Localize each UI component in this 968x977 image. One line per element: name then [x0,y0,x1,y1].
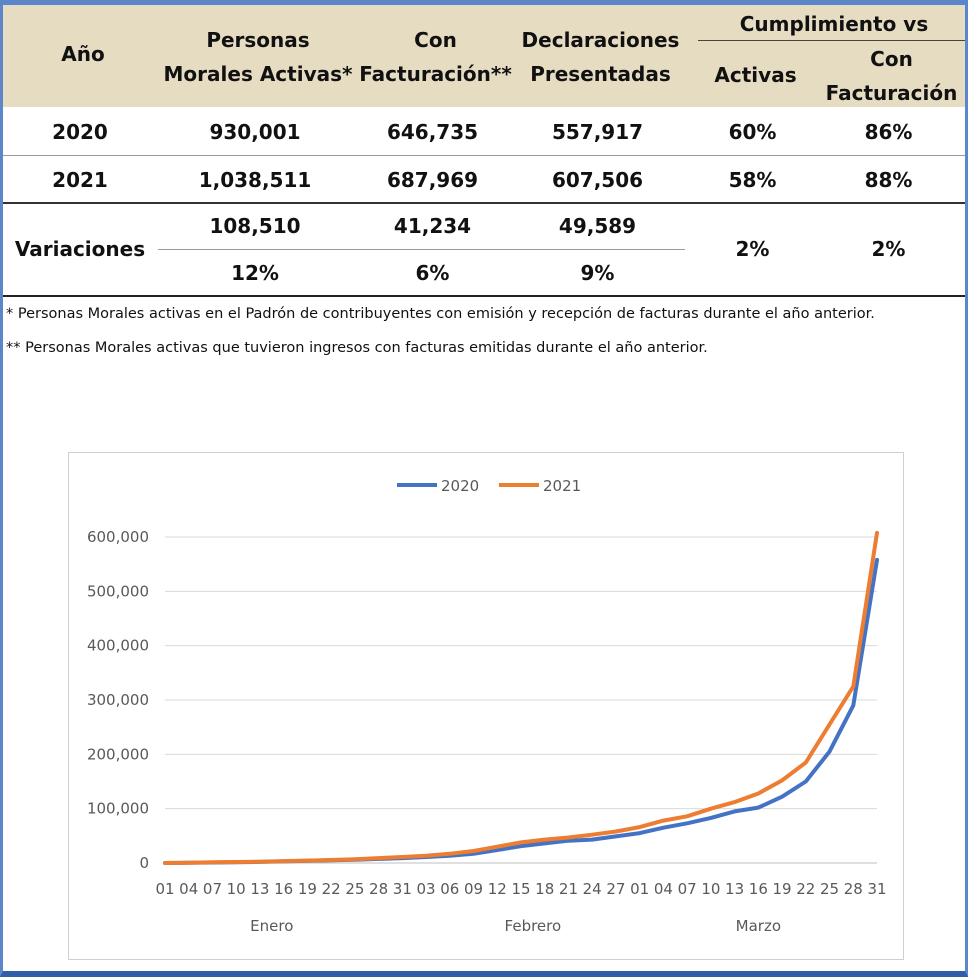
header-pm-activas-line2: Morales Activas* [163,62,353,86]
header-declaraciones: Declaraciones Presentadas [513,23,688,91]
series-line-2021 [163,530,879,865]
x-tick-label: 07 [678,880,697,898]
header-cumplimiento-underline [698,40,965,41]
header-con-facturacion-line2: Facturación** [359,62,512,86]
row-divider-2 [3,202,965,204]
month-label: Febrero [505,917,562,935]
x-tick-label: 22 [322,880,341,898]
month-label: Marzo [736,917,781,935]
header-pm-activas: Personas Morales Activas* [158,23,358,91]
x-tick-label: 03 [417,880,436,898]
x-tick-label: 13 [725,880,744,898]
row-divider-1 [3,155,965,156]
header-con-fact-sub-line1: Con [870,47,913,71]
y-tick-label: 600,000 [87,528,149,546]
line-chart: 0 100,000 200,000 300,000 400,000 500,000 600,… [87,477,887,935]
x-tick-label: 16 [274,880,293,898]
header-declaraciones-line1: Declaraciones [521,28,680,52]
header-con-facturacion: Con Facturación** [348,23,523,91]
row-2020-year: 2020 [52,120,108,144]
x-tick-label: 15 [511,880,530,898]
x-tick-label: 13 [250,880,269,898]
row-2021-pm-activas: 1,038,511 [198,168,312,192]
month-label: Enero [250,917,293,935]
x-tick-label: 04 [179,880,198,898]
x-tick-label: 19 [298,880,317,898]
variaciones-abs-con-facturacion: 41,234 [393,214,472,238]
header-cumplimiento: Cumplimiento vs [739,12,929,36]
variaciones-pct-pm-activas: 12% [231,261,279,285]
table-bottom-rule [3,295,965,297]
x-tick-label: 25 [345,880,364,898]
x-tick-label: 28 [369,880,388,898]
x-tick-label: 18 [535,880,554,898]
x-tick-label: 09 [464,880,483,898]
row-2021-con-facturacion: 687,969 [386,168,479,192]
row-2021-activas: 58% [728,168,777,192]
y-tick-label: 300,000 [87,691,149,709]
variaciones-pct-con-facturacion: 6% [415,261,450,285]
header-activas: Activas [714,63,797,87]
header-con-fact-sub-line2: Facturación [825,81,958,105]
footnote-1: * Personas Morales activas en el Padrón … [6,306,875,322]
row-2020-activas: 60% [728,120,777,144]
y-tick-label: 500,000 [87,582,149,600]
variaciones-activas: 2% [735,237,770,261]
y-tick-label: 400,000 [87,637,149,655]
x-tick-label: 25 [820,880,839,898]
x-tick-label: 10 [701,880,720,898]
row-2021-year: 2021 [52,168,108,192]
x-tick-label: 31 [867,880,886,898]
variaciones-con-fact: 2% [871,237,906,261]
header-pm-activas-line1: Personas [206,28,310,52]
x-tick-label: 22 [796,880,815,898]
x-tick-label: 10 [227,880,246,898]
header-declaraciones-line2: Presentadas [530,62,671,86]
legend-label-2020: 2020 [441,477,479,495]
variaciones-label: Variaciones [14,237,146,261]
row-2020-con-fact: 86% [864,120,913,144]
header-year: Año [61,42,105,66]
x-tick-label: 16 [749,880,768,898]
row-2020-pm-activas: 930,001 [209,120,301,144]
variaciones-divider [158,249,685,250]
legend-label-2021: 2021 [543,477,581,495]
x-tick-label: 27 [606,880,625,898]
variaciones-abs-declaraciones: 49,589 [558,214,637,238]
variaciones-abs-pm-activas: 108,510 [209,214,301,238]
y-tick-label: 0 [139,854,149,872]
x-tick-label: 24 [583,880,602,898]
x-tick-label: 01 [630,880,649,898]
x-tick-label: 19 [773,880,792,898]
chart-container: 0 100,000 200,000 300,000 400,000 500,000 600,… [68,452,904,960]
x-tick-label: 01 [155,880,174,898]
series-line-2020 [163,557,879,865]
x-tick-label: 06 [440,880,459,898]
x-tick-label: 07 [203,880,222,898]
x-tick-label: 31 [393,880,412,898]
table-header: Año Personas Morales Activas* Con Factur… [3,5,965,107]
header-con-fact-sub: Con Facturación [818,42,965,110]
row-2020-con-facturacion: 646,735 [386,120,479,144]
footnote-2: ** Personas Morales activas que tuvieron… [6,340,708,356]
y-tick-label: 200,000 [87,745,149,763]
x-tick-label: 21 [559,880,578,898]
x-tick-label: 04 [654,880,673,898]
x-tick-label: 28 [844,880,863,898]
row-2021-declaraciones: 607,506 [551,168,644,192]
y-tick-label: 100,000 [87,800,149,818]
variaciones-pct-declaraciones: 9% [580,261,615,285]
row-2021-con-fact: 88% [864,168,913,192]
row-2020-declaraciones: 557,917 [551,120,644,144]
x-tick-label: 12 [488,880,507,898]
header-con-facturacion-line1: Con [414,28,457,52]
